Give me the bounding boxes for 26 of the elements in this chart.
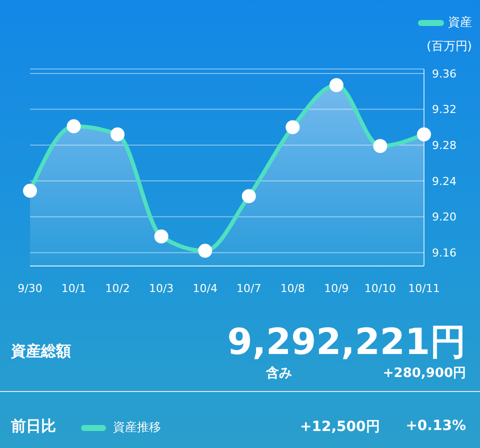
x-tick-label: 10/1 (61, 282, 86, 295)
y-tick-label: 9.36 (432, 67, 456, 80)
x-tick-label: 10/10 (364, 282, 396, 295)
x-tick-label: 10/2 (105, 282, 130, 295)
y-tick-label: 9.24 (432, 174, 456, 188)
x-tick-label: 10/3 (148, 282, 174, 295)
y-tick-label: 9.32 (432, 103, 456, 116)
text: 前日比 (11, 417, 56, 436)
text: 9,292,221円 (227, 321, 466, 365)
x-tick-label: 10/9 (324, 282, 349, 295)
y-tick-label: 9.16 (432, 246, 456, 260)
x-tick-label: 10/4 (192, 282, 218, 295)
y-axis-title: (百万円) (426, 38, 472, 55)
y-tick-label: 9.28 (432, 139, 456, 152)
text: 含み (266, 365, 292, 382)
text: 資産総額 (11, 342, 71, 361)
x-tick-label: 10/11 (408, 282, 440, 295)
text: 資産推移 (113, 419, 161, 436)
x-tick-label: 10/8 (280, 282, 306, 295)
x-tick-label: 10/7 (236, 282, 262, 295)
text: +280,900円 (382, 365, 466, 382)
text: +0.13% (406, 418, 466, 434)
y-tick-label: 9.20 (432, 210, 456, 224)
text: +12,500円 (300, 418, 380, 436)
legend-label: 資産 (448, 14, 472, 31)
x-tick-label: 9/30 (18, 282, 42, 295)
